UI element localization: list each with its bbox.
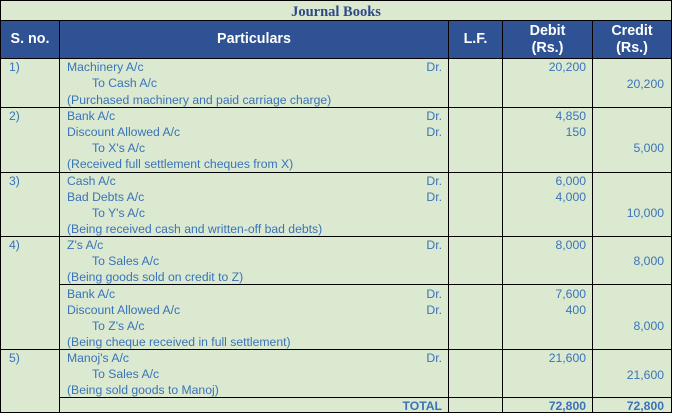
entry-line: To Sales A/c — [92, 367, 160, 381]
credit-amount: 8,000 — [633, 254, 665, 268]
entry-line: Bank A/c — [67, 109, 116, 123]
entry-line: To Z's A/c — [92, 319, 145, 333]
entry-narration: (Received full settlement cheques from X… — [67, 157, 294, 171]
credit-amount: 10,000 — [626, 206, 664, 220]
entry-narration: (Purchased machinery and paid carriage c… — [67, 93, 332, 107]
entry-narration: (Being sold goods to Manoj) — [67, 383, 219, 397]
debit-amount: 21,600 — [548, 351, 586, 365]
entry-line: To Cash A/c — [92, 76, 158, 90]
entry-sno: 3) — [9, 174, 20, 188]
header-sno: S. no. — [1, 21, 60, 58]
dr-marker: Dr. — [426, 351, 442, 365]
row-divider — [1, 107, 671, 108]
dr-marker: Dr. — [426, 109, 442, 123]
row-divider — [1, 172, 671, 173]
debit-amount: 4,850 — [555, 109, 587, 123]
dr-marker: Dr. — [426, 238, 442, 252]
column-divider — [592, 59, 593, 412]
entry-sno: 1) — [9, 60, 20, 74]
entry-line: To Y's A/c — [92, 206, 145, 220]
entry-line: Bad Debts A/c — [67, 190, 145, 204]
debit-amount: 400 — [565, 303, 586, 317]
header-lf: L.F. — [449, 21, 503, 58]
dr-marker: Dr. — [426, 303, 442, 317]
column-divider — [502, 59, 503, 412]
row-divider — [1, 236, 671, 237]
entry-narration: (Being goods sold on credit to Z) — [67, 270, 244, 284]
entry-line: Discount Allowed A/c — [67, 303, 181, 317]
debit-amount: 20,200 — [548, 60, 586, 74]
entry-line: To X's A/c — [92, 141, 146, 155]
total-credit: 72,800 — [626, 399, 664, 413]
entry-sno: 5) — [9, 351, 20, 365]
dr-marker: Dr. — [426, 287, 442, 301]
row-divider — [59, 397, 671, 398]
entry-sno: 2) — [9, 109, 20, 123]
entry-sno: 4) — [9, 238, 20, 252]
total-label: TOTAL — [402, 399, 443, 413]
entry-line: Z's A/c — [67, 238, 104, 252]
entry-line: Discount Allowed A/c — [67, 125, 181, 139]
entry-narration: (Being cheque received in full settlemen… — [67, 335, 291, 349]
column-divider — [59, 59, 60, 412]
entry-line: Manoj's A/c — [67, 351, 129, 365]
header-particulars: Particulars — [60, 21, 449, 58]
entry-line: Machinery A/c — [67, 60, 144, 74]
total-debit: 72,800 — [548, 399, 586, 413]
entry-narration: (Being received cash and written-off bad… — [67, 222, 323, 236]
dr-marker: Dr. — [426, 60, 442, 74]
debit-amount: 7,600 — [555, 287, 587, 301]
debit-amount: 8,000 — [555, 238, 587, 252]
debit-amount: 150 — [565, 125, 586, 139]
header-row: S. no. Particulars L.F. Debit (Rs.) Credi… — [1, 21, 671, 59]
dr-marker: Dr. — [426, 174, 442, 188]
entry-line: To Sales A/c — [92, 254, 160, 268]
row-divider — [1, 349, 671, 350]
entry-line: Cash A/c — [67, 174, 116, 188]
column-divider — [448, 59, 449, 412]
entry-line: Bank A/c — [67, 287, 116, 301]
dr-marker: Dr. — [426, 190, 442, 204]
debit-amount: 4,000 — [555, 190, 587, 204]
credit-amount: 21,600 — [626, 368, 664, 382]
dr-marker: Dr. — [426, 125, 442, 139]
credit-amount: 8,000 — [633, 319, 665, 333]
header-debit: Debit (Rs.) — [503, 21, 593, 58]
credit-amount: 20,200 — [626, 77, 664, 91]
debit-amount: 6,000 — [555, 174, 587, 188]
header-credit: Credit (Rs.) — [611, 22, 653, 56]
row-divider — [59, 284, 671, 285]
table-title: Journal Books — [1, 1, 671, 21]
credit-amount: 5,000 — [633, 141, 665, 155]
